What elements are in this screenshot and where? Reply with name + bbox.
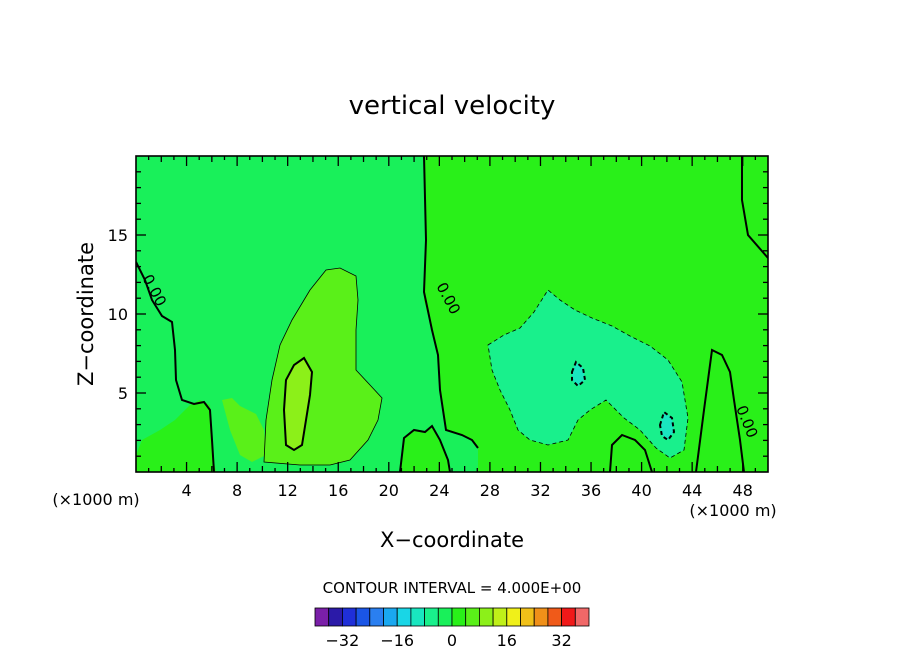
x-tick-label: 32	[530, 481, 550, 500]
colorbar-swatch	[355, 607, 371, 627]
x-unit-right: (×1000 m)	[689, 501, 776, 520]
colorbar-swatch	[424, 607, 439, 627]
x-tick-label: 20	[379, 481, 399, 500]
x-unit-left: (×1000 m)	[52, 490, 139, 509]
colorbar-tick-label: 32	[551, 631, 571, 650]
colorbar-swatch	[328, 607, 343, 627]
colorbar-swatch	[465, 607, 480, 627]
colorbar-swatch	[437, 607, 453, 627]
colorbar-swatch	[506, 607, 521, 627]
zero-contour-surface-right	[609, 433, 653, 472]
downdraft-core-contour-2	[658, 410, 676, 442]
colorbar-swatch	[314, 607, 330, 627]
colorbar-tick-label: −32	[326, 631, 360, 650]
x-tick-label: 8	[232, 481, 242, 500]
y-tick-label: 5	[118, 384, 128, 403]
colorbar-swatch	[492, 607, 508, 627]
contour-interval-text: CONTOUR INTERVAL = 4.000E+00	[323, 579, 582, 597]
downdraft-core-1	[572, 362, 585, 386]
zero-contour-right-edge	[695, 348, 745, 472]
colorbar-tick-label: 0	[447, 631, 457, 650]
colorbar-swatch	[520, 607, 535, 627]
colorbar-swatch	[341, 607, 357, 627]
x-axis-label: X−coordinate	[380, 528, 524, 552]
colorbar-swatch	[574, 607, 590, 627]
downdraft-region	[488, 290, 688, 458]
plot-area: 0.00 0.00 0.00	[135, 155, 769, 473]
colorbar-swatch	[478, 607, 494, 627]
colorbar-swatch	[533, 607, 549, 627]
x-tick-label: 28	[480, 481, 500, 500]
x-tick-label: 36	[581, 481, 601, 500]
colorbar-tick-label: −16	[380, 631, 414, 650]
zero-contour-right	[741, 156, 768, 259]
zero-contour-center	[422, 156, 479, 449]
x-tick-label: 4	[181, 481, 191, 500]
updraft-core	[284, 358, 312, 450]
x-axis: 4 8 12 16 20 24 28 32 36 40 44 48	[147, 156, 757, 500]
zero-contour-updraft-core	[282, 356, 314, 452]
colorbar-swatch	[396, 607, 412, 627]
zero-contour-left	[136, 261, 215, 472]
x-tick-label: 44	[682, 481, 702, 500]
colorbar-swatch	[547, 607, 563, 627]
colorbar-swatch	[451, 607, 467, 627]
colorbar-labels: −32 −16 0 16 32	[326, 631, 572, 650]
zero-contour-surface-mid	[399, 424, 451, 472]
contour-lines	[136, 156, 768, 472]
colorbar-swatch	[369, 607, 384, 627]
colorbar-swatch	[410, 607, 425, 627]
updraft-region-left	[222, 398, 266, 462]
x-tick-label: 40	[631, 481, 651, 500]
colorbar-tick-label: 16	[497, 631, 517, 650]
y-tick-label: 15	[108, 226, 128, 245]
downdraft-contour	[487, 289, 689, 459]
y-tick-label: 10	[108, 305, 128, 324]
y-axis-label: Z−coordinate	[74, 242, 98, 386]
y-axis: 5 10 15	[108, 171, 768, 457]
colorbar	[314, 607, 590, 627]
x-tick-label: 12	[278, 481, 298, 500]
colorbar-swatch	[561, 607, 576, 627]
x-tick-label: 24	[429, 481, 449, 500]
downdraft-core-contour-1	[571, 360, 587, 388]
lower-left-patch	[136, 400, 216, 472]
colorbar-swatch	[383, 607, 398, 627]
updraft-contour	[263, 267, 383, 466]
x-tick-label: 16	[328, 481, 348, 500]
x-tick-label: 48	[733, 481, 753, 500]
chart-title: vertical velocity	[349, 91, 556, 121]
downdraft-core-2	[660, 412, 674, 440]
